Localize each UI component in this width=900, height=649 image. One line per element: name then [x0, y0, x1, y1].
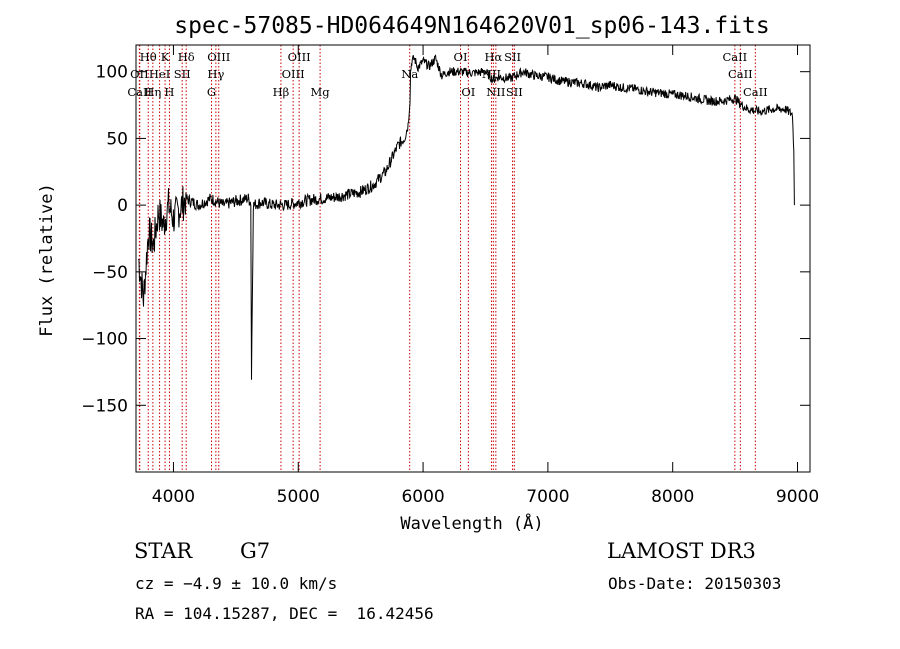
object-subclass: G7 [240, 539, 271, 563]
line-marker-label: OIII [207, 50, 230, 64]
line-marker-label: OI [461, 85, 475, 99]
line-marker-label: SII [504, 50, 521, 64]
y-axis-label: Flux (relative) [37, 183, 57, 337]
line-marker-label: OIII [282, 67, 305, 81]
x-tick-label: 5000 [277, 487, 320, 507]
line-marker-label: NII [486, 85, 505, 99]
x-tick-label: 8000 [651, 487, 694, 507]
line-marker-label: G [207, 85, 216, 99]
obs-date: Obs-Date: 20150303 [608, 574, 782, 593]
line-marker-label: OIII [288, 50, 311, 64]
plot-frame [135, 44, 811, 473]
object-class: STAR [134, 539, 193, 563]
y-tick-label: 50 [106, 129, 128, 149]
line-marker-label: CaII [722, 50, 747, 64]
coordinates-readout: RA = 104.15287, DEC = 16.42456 [135, 604, 434, 623]
spectrum-line [138, 54, 795, 380]
spectral-line-markers [138, 45, 756, 472]
survey-name: LAMOST DR3 [607, 539, 756, 563]
line-marker-label: CaII [728, 67, 753, 81]
redshift-readout: cz = −4.9 ± 10.0 km/s [135, 574, 338, 593]
line-marker-label: OI [454, 50, 468, 64]
y-axis-ticks: −150 −100 −50 0 50 100 [81, 63, 810, 416]
line-marker-label: SII [506, 85, 523, 99]
line-marker-label: H [164, 85, 174, 99]
line-marker-label: Hα [484, 50, 502, 64]
line-marker-label: OII [130, 67, 149, 81]
chart-title: spec-57085-HD064649N164620V01_sp06-143.f… [174, 13, 769, 39]
x-tick-label: 7000 [526, 487, 569, 507]
line-marker-label: Hγ [207, 67, 224, 81]
x-tick-label: 4000 [152, 487, 195, 507]
y-tick-label: −100 [81, 330, 128, 350]
x-tick-label: 6000 [401, 487, 444, 507]
x-axis-ticks: 4000 5000 6000 7000 8000 9000 [152, 45, 819, 507]
y-tick-label: −50 [92, 263, 128, 283]
line-marker-label: Hη [144, 85, 161, 99]
line-marker-label: K [161, 50, 170, 64]
line-marker-label: CaII [743, 85, 768, 99]
line-marker-label: SII [174, 67, 191, 81]
line-marker-label: HeI [149, 67, 170, 81]
y-tick-label: −150 [81, 396, 128, 416]
line-marker-label: Na [401, 67, 418, 81]
y-tick-label: 100 [96, 63, 128, 83]
line-marker-label: Hδ [178, 50, 195, 64]
line-marker-label: Hθ [140, 50, 157, 64]
line-marker-label: Mg [311, 85, 331, 99]
x-tick-label: 9000 [776, 487, 819, 507]
y-tick-label: 0 [117, 196, 128, 216]
x-axis-label: Wavelength (Å) [400, 512, 543, 534]
line-marker-label: CaII [127, 85, 152, 99]
line-marker-label: Hβ [273, 85, 290, 99]
